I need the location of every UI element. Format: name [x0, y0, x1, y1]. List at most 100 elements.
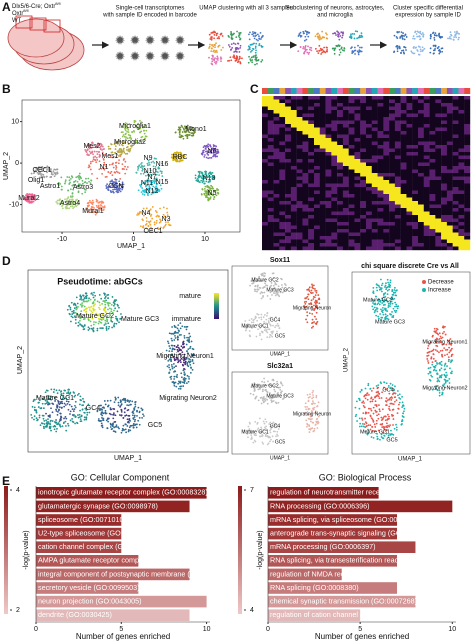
cell-dot: [152, 160, 155, 163]
heat-cell: [389, 162, 396, 167]
heat-cell: [423, 162, 430, 167]
heat-cell: [464, 246, 471, 251]
heat-cell: [302, 138, 309, 142]
cell-dot: [249, 51, 252, 53]
cell-dot: [306, 406, 308, 408]
cell-dot: [421, 50, 424, 52]
cluster-label: Migrating Neuron2: [159, 395, 217, 402]
cell-dot: [281, 284, 283, 286]
cell-dot: [208, 151, 211, 154]
heat-cell: [429, 99, 436, 104]
cell-dot: [312, 284, 315, 287]
cell-dot: [55, 408, 57, 411]
cell-dot: [73, 408, 76, 411]
cell-dot: [304, 47, 306, 50]
heat-cell: [423, 141, 430, 146]
cell-dot: [71, 196, 74, 199]
heat-cell: [446, 117, 453, 121]
heat-cell: [366, 176, 372, 181]
heat-cell: [360, 166, 367, 170]
heat-cell: [441, 204, 448, 209]
cell-dot: [61, 406, 63, 409]
heat-cell: [446, 236, 453, 240]
cell-dot: [176, 376, 178, 378]
heat-cell: [366, 239, 372, 244]
heat-cell: [314, 138, 320, 142]
cell-dot: [96, 300, 99, 303]
heat-cell: [389, 187, 396, 191]
heat-cell: [273, 120, 280, 125]
cell-dot: [305, 318, 307, 321]
heat-cell: [319, 113, 326, 118]
cell-dot: [87, 326, 90, 329]
cell-dot: [280, 381, 282, 384]
cell-dot: [239, 61, 242, 64]
cell-dot: [264, 399, 267, 402]
cell-dot: [261, 390, 264, 393]
cell-dot: [128, 418, 131, 421]
heat-cell: [342, 162, 349, 167]
cell-dot: [281, 390, 283, 393]
heat-cell: [354, 243, 361, 247]
heat-cell: [308, 110, 315, 114]
heat-cell: [389, 218, 396, 223]
cell-dot: [170, 364, 173, 366]
heat-cell: [406, 99, 413, 104]
cell-dot: [316, 301, 318, 304]
cell-dot: [114, 145, 117, 148]
cell-dot: [247, 425, 250, 428]
cell-dot: [130, 137, 133, 140]
cell-dot: [114, 142, 117, 145]
cluster-strip: [290, 88, 297, 94]
heat-cell: [279, 162, 286, 167]
cell-dot: [119, 405, 122, 408]
cell-dot: [180, 349, 183, 352]
heat-cell: [354, 246, 361, 251]
cell-dot: [36, 419, 38, 422]
cell-dot: [108, 325, 111, 328]
cell-dot: [55, 201, 58, 203]
cell-dot: [259, 417, 261, 420]
cell-dot: [315, 291, 318, 294]
cell-dot: [114, 156, 117, 159]
cluster-strip: [296, 88, 303, 94]
cell-dot: [128, 123, 131, 125]
heat-cell: [348, 155, 355, 160]
cell-dot: [181, 325, 184, 328]
cell-dot: [320, 49, 323, 51]
heat-cell: [262, 180, 268, 184]
cell-dot: [403, 38, 406, 41]
heat-cell: [412, 166, 419, 170]
heat-cell: [412, 110, 419, 114]
cell-dot: [85, 297, 88, 299]
cell-dot: [245, 329, 247, 332]
cell-dot: [194, 177, 197, 179]
cell-dot: [265, 390, 268, 393]
heat-cell: [423, 96, 430, 100]
heat-cell: [423, 159, 430, 163]
cell-dot: [60, 416, 63, 419]
cell-dot: [186, 124, 189, 127]
cell-dot: [105, 419, 108, 422]
cell-dot: [124, 132, 127, 135]
heat-cell: [267, 225, 274, 230]
heat-cell: [331, 166, 338, 170]
cell-dot: [160, 187, 163, 190]
cell-dot: [238, 55, 241, 58]
heat-cell: [337, 176, 344, 181]
cell-dot: [66, 176, 69, 178]
cell-dot: [107, 322, 110, 325]
heat-cell: [441, 124, 448, 128]
heat-cell: [302, 215, 309, 219]
cell-dot: [65, 417, 68, 420]
cell-dot: [180, 345, 183, 348]
cell-dot: [130, 145, 132, 147]
cell-dot: [314, 47, 317, 50]
cell-dot: [247, 436, 249, 439]
heat-cell: [400, 131, 407, 135]
cell-dot: [272, 324, 274, 327]
cell-dot: [450, 38, 452, 40]
cluster-strip: [308, 88, 315, 94]
cell-dot: [90, 310, 93, 313]
heat-cell: [285, 246, 292, 251]
